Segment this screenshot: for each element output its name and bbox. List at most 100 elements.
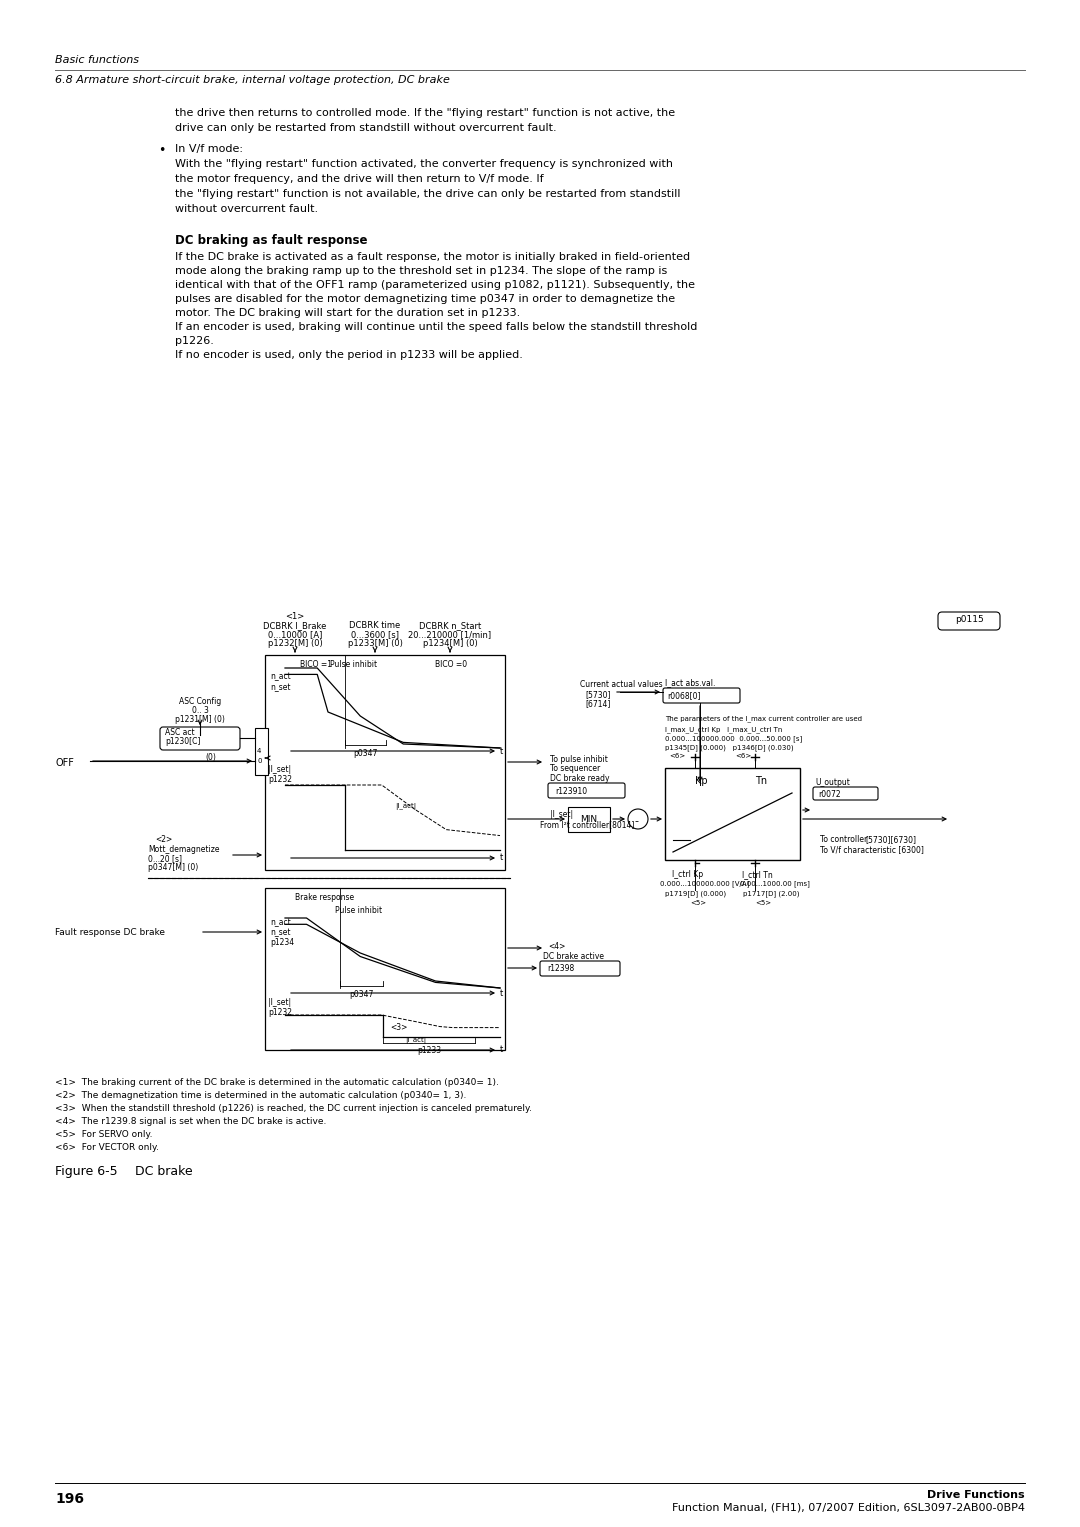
Text: drive can only be restarted from standstill without overcurrent fault.: drive can only be restarted from standst… (175, 124, 556, 133)
Text: |I_set|: |I_set| (550, 809, 573, 818)
Text: I_ctrl Tn: I_ctrl Tn (742, 870, 773, 880)
Text: Pulse inhibit: Pulse inhibit (335, 906, 382, 915)
Text: Kp: Kp (696, 776, 707, 786)
Text: <5>: <5> (690, 899, 706, 906)
FancyBboxPatch shape (663, 689, 740, 702)
FancyBboxPatch shape (813, 786, 878, 800)
Text: t: t (500, 1046, 503, 1055)
Text: <4>: <4> (548, 942, 565, 951)
Bar (665, 768, 800, 860)
Text: OFF: OFF (55, 757, 73, 768)
Text: -: - (634, 815, 638, 826)
Bar (568, 806, 610, 832)
Text: t: t (500, 747, 503, 756)
Text: p1232: p1232 (268, 1008, 292, 1017)
Text: DC braking as fault response: DC braking as fault response (175, 234, 367, 247)
Text: identical with that of the OFF1 ramp (parameterized using p1082, p1121). Subsequ: identical with that of the OFF1 ramp (pa… (175, 279, 696, 290)
Text: <5>  For SERVO only.: <5> For SERVO only. (55, 1130, 152, 1139)
Text: |I_set|: |I_set| (268, 999, 292, 1006)
Text: t: t (500, 854, 503, 863)
Text: With the "flying restart" function activated, the converter frequency is synchro: With the "flying restart" function activ… (175, 159, 673, 169)
Text: |I_act|: |I_act| (395, 803, 416, 809)
Text: p1226.: p1226. (175, 336, 214, 347)
Text: the drive then returns to controlled mode. If the "flying restart" function is n: the drive then returns to controlled mod… (175, 108, 675, 118)
Text: 196: 196 (55, 1492, 84, 1506)
Text: ASC Config: ASC Config (179, 696, 221, 705)
Text: <3>: <3> (390, 1023, 407, 1032)
Text: DCBRK time: DCBRK time (349, 621, 401, 631)
Text: p1234: p1234 (270, 938, 294, 947)
Text: r123910: r123910 (555, 786, 588, 796)
Text: mode along the braking ramp up to the threshold set in p1234. The slope of the r: mode along the braking ramp up to the th… (175, 266, 667, 276)
Text: To V/f characteristic [6300]: To V/f characteristic [6300] (820, 844, 923, 854)
Text: BICO =1: BICO =1 (300, 660, 332, 669)
Text: DC brake active: DC brake active (543, 951, 604, 960)
Bar (265, 889, 505, 1051)
Text: p0347: p0347 (353, 750, 377, 757)
Text: I_act abs.val.: I_act abs.val. (665, 678, 715, 687)
Text: p1230[C]: p1230[C] (165, 738, 201, 747)
Text: r0068[0]: r0068[0] (667, 692, 701, 699)
Text: <1>: <1> (285, 612, 305, 621)
Text: DC brake: DC brake (135, 1165, 192, 1177)
Text: <1>  The braking current of the DC brake is determined in the automatic calculat: <1> The braking current of the DC brake … (55, 1078, 499, 1087)
Text: p1231[M] (0): p1231[M] (0) (175, 715, 225, 724)
Text: Current actual values: Current actual values (580, 680, 663, 689)
Text: <4>  The r1239.8 signal is set when the DC brake is active.: <4> The r1239.8 signal is set when the D… (55, 1116, 326, 1125)
Text: 6.8 Armature short-circuit brake, internal voltage protection, DC brake: 6.8 Armature short-circuit brake, intern… (55, 75, 450, 86)
Text: t: t (500, 988, 503, 997)
Text: Figure 6-5: Figure 6-5 (55, 1165, 118, 1177)
Text: the "flying restart" function is not available, the drive can only be restarted : the "flying restart" function is not ava… (175, 189, 680, 199)
Bar (255, 728, 268, 776)
Text: The parameters of the I_max current controller are used: The parameters of the I_max current cont… (665, 715, 862, 722)
Text: MIN: MIN (580, 814, 597, 823)
Text: Tn: Tn (755, 776, 767, 786)
Text: r12398: r12398 (546, 964, 575, 973)
Text: <2>  The demagnetization time is determined in the automatic calculation (p0340=: <2> The demagnetization time is determin… (55, 1090, 467, 1099)
Text: motor. The DC braking will start for the duration set in p1233.: motor. The DC braking will start for the… (175, 308, 521, 318)
Text: n_set: n_set (270, 683, 291, 692)
Text: <6>: <6> (735, 753, 752, 759)
Text: Function Manual, (FH1), 07/2007 Edition, 6SL3097-2AB00-0BP4: Function Manual, (FH1), 07/2007 Edition,… (672, 1503, 1025, 1513)
Text: Drive Functions: Drive Functions (928, 1490, 1025, 1500)
Text: <6>: <6> (669, 753, 685, 759)
Text: n_act: n_act (270, 672, 291, 681)
Text: p1719[D] (0.000): p1719[D] (0.000) (665, 890, 726, 896)
Text: [5730]: [5730] (585, 690, 610, 699)
Text: p0347: p0347 (349, 989, 374, 999)
Text: <2>: <2> (156, 835, 172, 844)
Text: To controller: To controller (820, 835, 867, 844)
FancyBboxPatch shape (939, 612, 1000, 631)
Text: To pulse inhibit: To pulse inhibit (550, 754, 608, 764)
Text: [6714]: [6714] (585, 699, 610, 709)
Text: p1233: p1233 (417, 1046, 441, 1055)
FancyBboxPatch shape (540, 960, 620, 976)
Text: p1345[D] (0.000)   p1346[D] (0.030): p1345[D] (0.000) p1346[D] (0.030) (665, 744, 794, 751)
Text: If an encoder is used, braking will continue until the speed falls below the sta: If an encoder is used, braking will cont… (175, 322, 698, 331)
Text: 0...3600 [s]: 0...3600 [s] (351, 631, 399, 638)
Bar (265, 655, 505, 870)
Text: |I_act|: |I_act| (405, 1037, 427, 1044)
Text: <6>  For VECTOR only.: <6> For VECTOR only. (55, 1144, 159, 1151)
Text: If the DC brake is activated as a fault response, the motor is initially braked : If the DC brake is activated as a fault … (175, 252, 690, 263)
Text: BICO =0: BICO =0 (435, 660, 468, 669)
Text: Brake response: Brake response (295, 893, 354, 902)
Text: DCBRK I_Brake: DCBRK I_Brake (264, 621, 326, 631)
Text: 0.00...1000.00 [ms]: 0.00...1000.00 [ms] (740, 880, 810, 887)
Text: 20...210000 [1/min]: 20...210000 [1/min] (408, 631, 491, 638)
Text: p1232[M] (0): p1232[M] (0) (268, 638, 322, 647)
Text: Mott_demagnetize: Mott_demagnetize (148, 844, 219, 854)
Text: <3>  When the standstill threshold (p1226) is reached, the DC current injection : <3> When the standstill threshold (p1226… (55, 1104, 532, 1113)
Text: <5>: <5> (755, 899, 771, 906)
Text: p1233[M] (0): p1233[M] (0) (348, 638, 403, 647)
Text: p1234[M] (0): p1234[M] (0) (422, 638, 477, 647)
Text: 0.000...100000.000  0.000...50.000 [s]: 0.000...100000.000 0.000...50.000 [s] (665, 734, 802, 742)
Text: 0.. 3: 0.. 3 (191, 705, 208, 715)
Text: To sequencer: To sequencer (550, 764, 600, 773)
Text: r0072: r0072 (818, 789, 840, 799)
Text: From I²t controller[8014]: From I²t controller[8014] (540, 820, 634, 829)
Text: p0347[M] (0): p0347[M] (0) (148, 863, 199, 872)
Text: In V/f mode:: In V/f mode: (175, 144, 243, 154)
Text: I_ctrl Kp: I_ctrl Kp (672, 870, 703, 880)
Text: |I_set|: |I_set| (268, 765, 292, 774)
